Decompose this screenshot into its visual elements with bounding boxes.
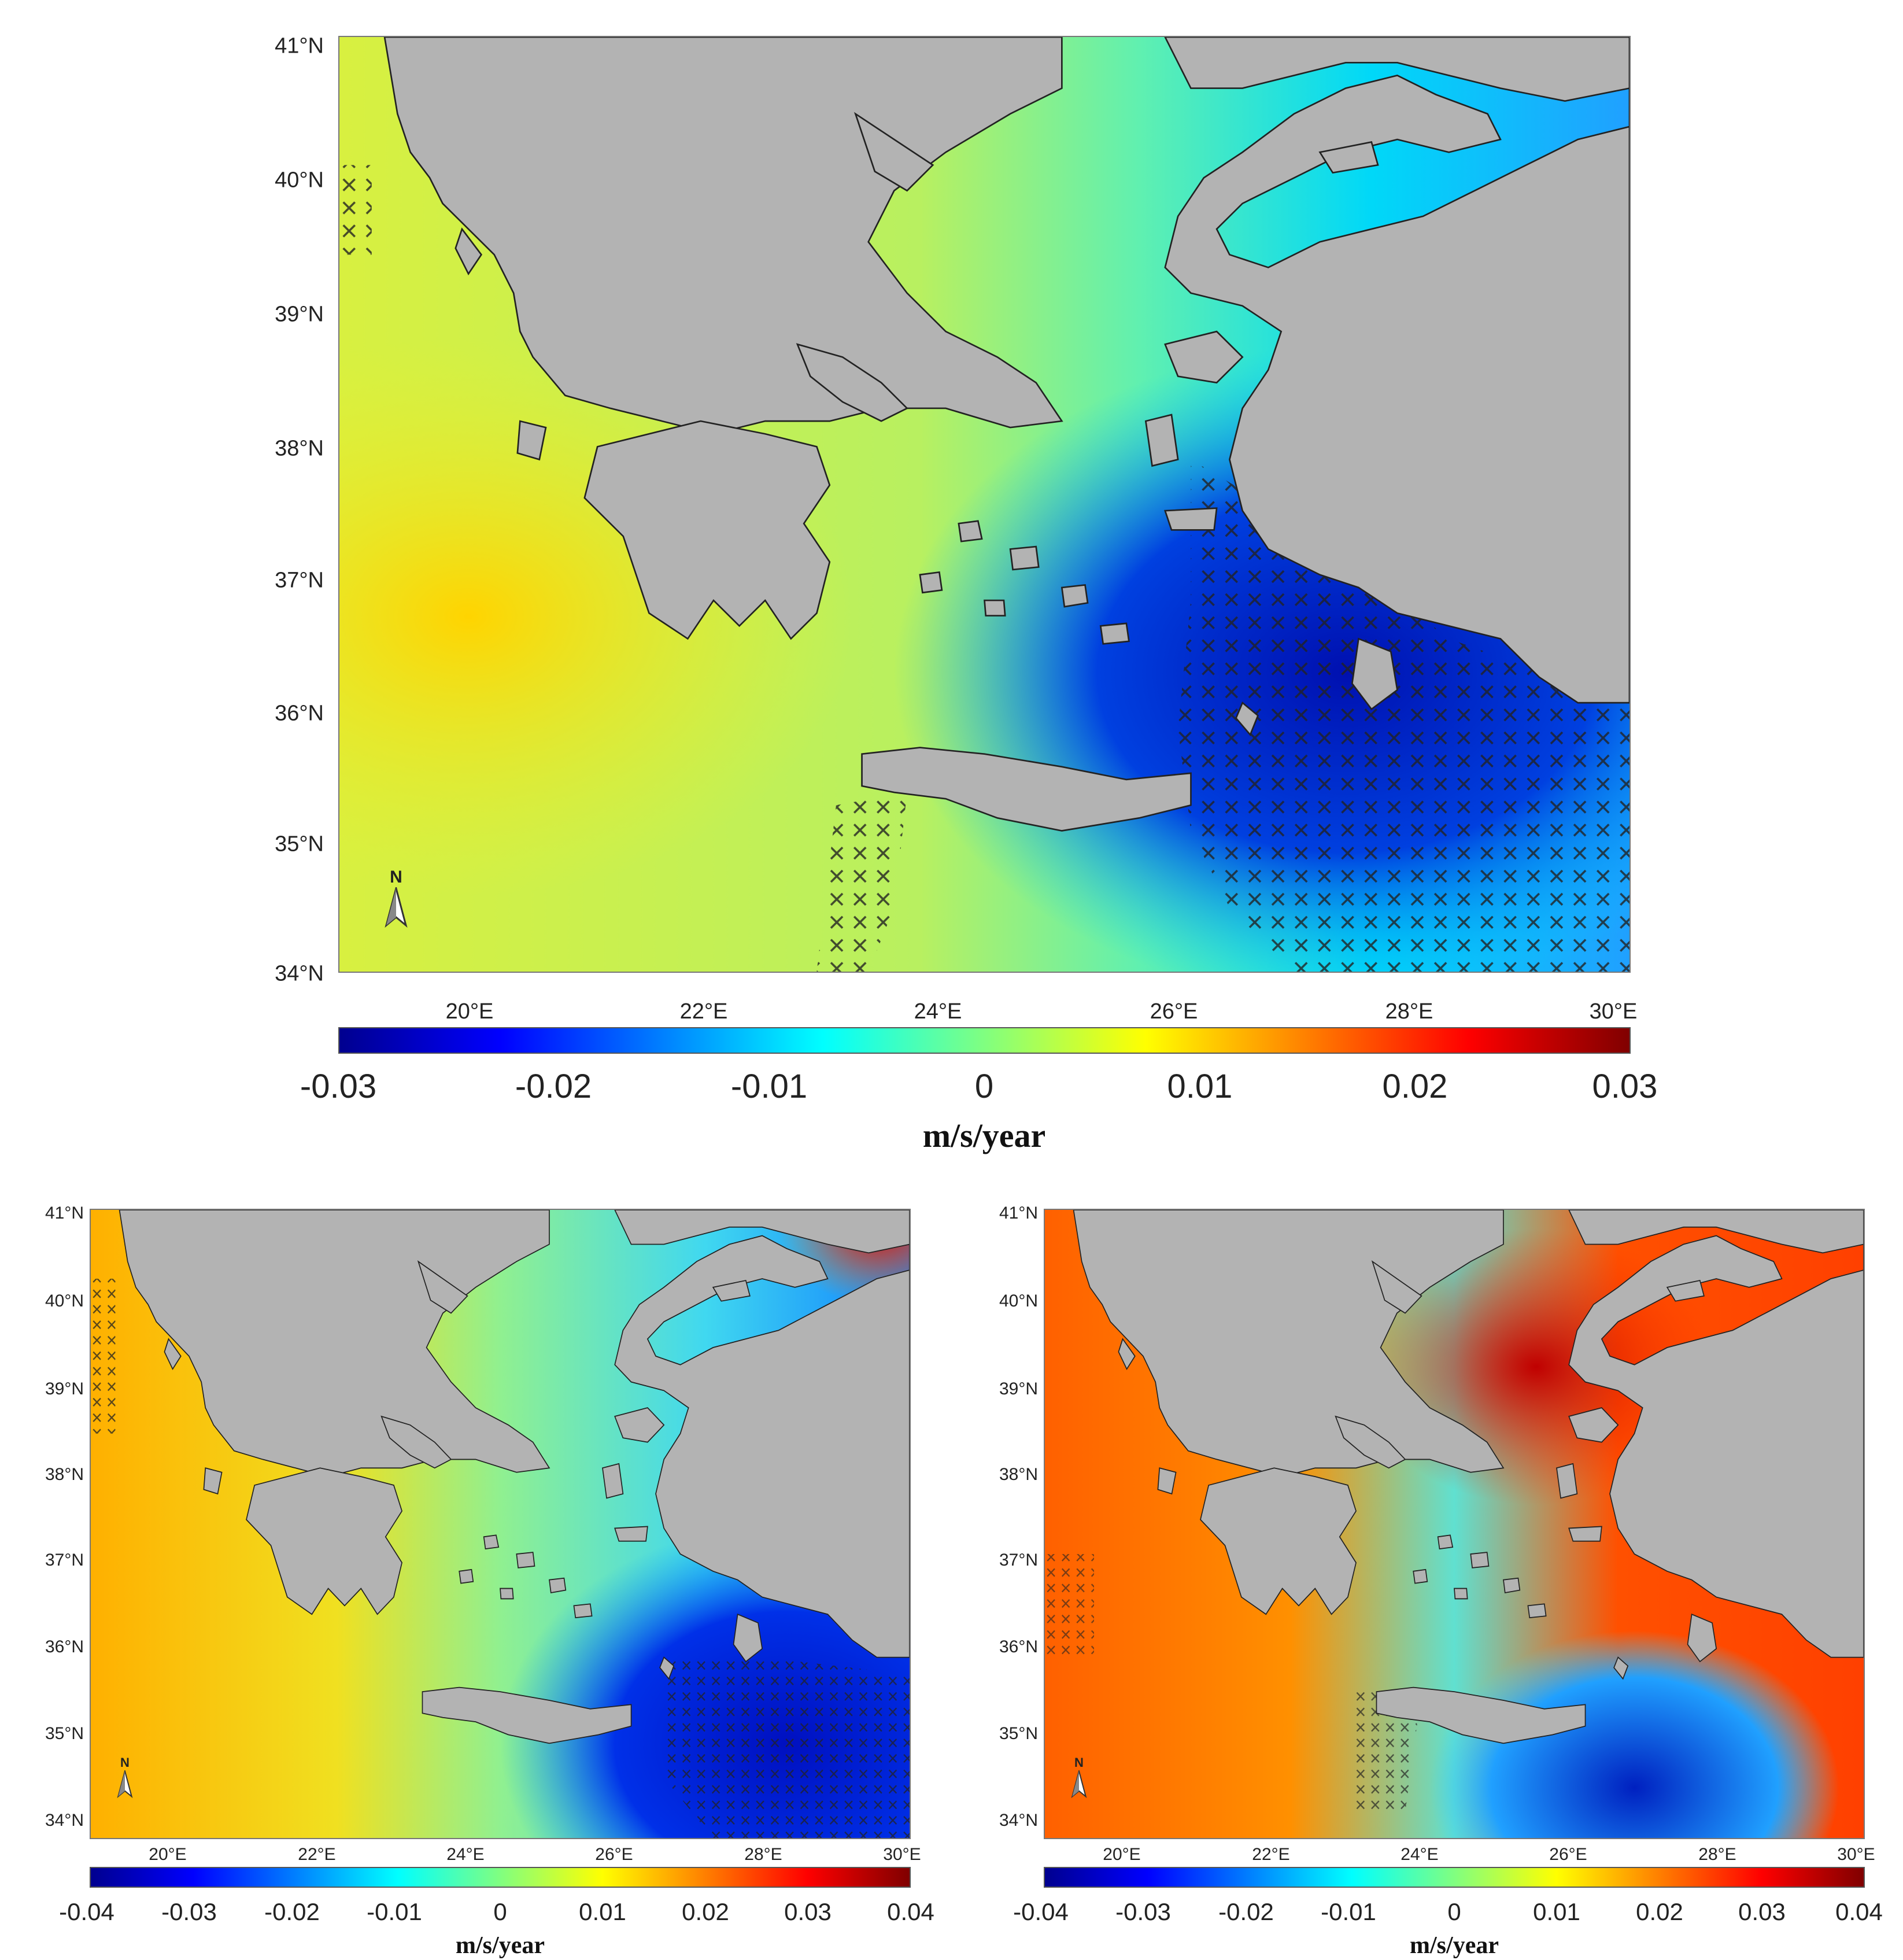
colorbar-tick-label: -0.04 bbox=[59, 1898, 114, 1925]
lat-label: 40°N bbox=[999, 1291, 1038, 1311]
colorbar-tick-label: 0 bbox=[1447, 1898, 1461, 1925]
map-canvas-bottom-left bbox=[91, 1210, 910, 1838]
lon-label: 28°E bbox=[1698, 1845, 1736, 1864]
colorbar-unit-top: m/s/year bbox=[922, 1117, 1046, 1154]
lat-label: 39°N bbox=[45, 1379, 84, 1398]
colorbar-tick-label: -0.02 bbox=[264, 1898, 320, 1925]
hatch-region-east bbox=[664, 1657, 910, 1838]
colorbar-tick-label: -0.04 bbox=[1013, 1898, 1069, 1925]
lon-label: 26°E bbox=[595, 1845, 633, 1864]
lat-label: 38°N bbox=[999, 1465, 1038, 1484]
hatch-region-west bbox=[1045, 1554, 1094, 1658]
lat-label: 38°N bbox=[275, 436, 324, 461]
colorbar-tick-label: -0.03 bbox=[161, 1898, 217, 1925]
colorbar-top bbox=[338, 1027, 1631, 1054]
lat-label: 37°N bbox=[45, 1551, 84, 1570]
colorbar-unit-bottom-right: m/s/year bbox=[1410, 1932, 1499, 1959]
colorbar-tick-label: 0.03 bbox=[784, 1898, 832, 1925]
map-canvas-bottom-right bbox=[1045, 1210, 1864, 1838]
lat-label: 35°N bbox=[275, 832, 324, 857]
hatch-region-east bbox=[1178, 459, 1629, 972]
lat-label: 35°N bbox=[999, 1724, 1038, 1743]
colorbar-tick-label: 0 bbox=[493, 1898, 507, 1925]
lon-label: 22°E bbox=[1252, 1845, 1290, 1864]
north-arrow-icon bbox=[385, 885, 408, 928]
colorbar-tick-label: 0.04 bbox=[887, 1898, 934, 1925]
lat-label: 39°N bbox=[999, 1379, 1038, 1398]
lon-label: 30°E bbox=[1837, 1845, 1875, 1864]
lon-label: 22°E bbox=[679, 999, 728, 1024]
colorbar-tick-label: 0.01 bbox=[1167, 1068, 1233, 1105]
lat-label: 36°N bbox=[275, 701, 324, 726]
lon-label: 30°E bbox=[1589, 999, 1638, 1024]
north-arrow-bottom-right: N bbox=[1069, 1755, 1089, 1801]
lat-label: 37°N bbox=[999, 1551, 1038, 1570]
map-frame-top bbox=[338, 36, 1631, 973]
colorbar-tick-label: 0.01 bbox=[579, 1898, 626, 1925]
colorbar-tick-label: 0.02 bbox=[682, 1898, 729, 1925]
colorbar-tick-label: -0.01 bbox=[1321, 1898, 1376, 1925]
colorbar-tick-label: 0.03 bbox=[1738, 1898, 1786, 1925]
lon-label: 24°E bbox=[914, 999, 962, 1024]
colorbar-tick-label: -0.03 bbox=[300, 1068, 377, 1105]
hatch-region-west bbox=[91, 1279, 116, 1434]
north-label: N bbox=[1074, 1755, 1084, 1770]
colorbar-tick-label: -0.02 bbox=[515, 1068, 592, 1105]
north-label: N bbox=[120, 1755, 130, 1770]
lat-label: 39°N bbox=[275, 302, 324, 327]
north-arrow-icon bbox=[1071, 1769, 1087, 1799]
colorbar-unit-bottom-left: m/s/year bbox=[456, 1932, 545, 1959]
lat-label: 41°N bbox=[999, 1204, 1038, 1223]
colorbar-tick-label: 0.01 bbox=[1533, 1898, 1580, 1925]
colorbar-tick-label: 0.04 bbox=[1835, 1898, 1883, 1925]
colorbar-tick-label: -0.01 bbox=[730, 1068, 808, 1105]
lat-label: 36°N bbox=[999, 1637, 1038, 1656]
north-arrow-icon bbox=[117, 1769, 133, 1799]
lat-label: 34°N bbox=[275, 961, 324, 986]
map-panel-bottom-right: 41°N 40°N 39°N 38°N 37°N 36°N 35°N 34°N … bbox=[948, 1186, 1903, 1960]
lat-label: 34°N bbox=[45, 1811, 84, 1830]
colorbar-bottom-right bbox=[1044, 1867, 1865, 1888]
map-canvas-top bbox=[339, 37, 1629, 972]
lon-label: 22°E bbox=[298, 1845, 336, 1864]
lat-label: 41°N bbox=[45, 1204, 84, 1223]
colorbar-tick-label: 0.03 bbox=[1592, 1068, 1658, 1105]
lat-label: 36°N bbox=[45, 1637, 84, 1656]
lon-label: 26°E bbox=[1150, 999, 1198, 1024]
lat-label: 35°N bbox=[45, 1724, 84, 1743]
colorbar-tick-label: -0.02 bbox=[1218, 1898, 1274, 1925]
colorbar-tick-label: -0.03 bbox=[1115, 1898, 1171, 1925]
lat-label: 41°N bbox=[275, 34, 324, 58]
map-frame-bottom-left bbox=[90, 1209, 911, 1839]
map-panel-bottom-left: 41°N 40°N 39°N 38°N 37°N 36°N 35°N 34°N … bbox=[0, 1186, 948, 1960]
lon-label: 30°E bbox=[883, 1845, 921, 1864]
hatch-region-crete-south bbox=[816, 792, 907, 972]
lat-label: 38°N bbox=[45, 1465, 84, 1484]
lon-label: 20°E bbox=[445, 999, 494, 1024]
lat-label: 40°N bbox=[275, 168, 324, 193]
colorbar-tick-label: -0.01 bbox=[367, 1898, 422, 1925]
map-frame-bottom-right bbox=[1044, 1209, 1865, 1839]
lon-label: 24°E bbox=[446, 1845, 485, 1864]
colorbar-bottom-left bbox=[90, 1867, 911, 1888]
lon-label: 20°E bbox=[149, 1845, 187, 1864]
lat-label: 40°N bbox=[45, 1291, 84, 1311]
hatch-region-west bbox=[339, 165, 372, 255]
north-arrow-top: N bbox=[382, 868, 411, 931]
colorbar-tick-label: 0.02 bbox=[1636, 1898, 1683, 1925]
north-arrow-bottom-left: N bbox=[114, 1755, 135, 1801]
north-label: N bbox=[390, 868, 402, 887]
lon-label: 24°E bbox=[1401, 1845, 1439, 1864]
colorbar-tick-label: 0.02 bbox=[1382, 1068, 1448, 1105]
hatch-region-crete bbox=[1356, 1692, 1422, 1813]
lon-label: 28°E bbox=[1385, 999, 1433, 1024]
lon-label: 26°E bbox=[1549, 1845, 1587, 1864]
map-panel-top: 41°N 40°N 39°N 38°N 37°N 36°N 35°N 34°N … bbox=[275, 34, 1658, 1155]
lon-label: 28°E bbox=[744, 1845, 782, 1864]
colorbar-tick-label: 0 bbox=[974, 1068, 994, 1105]
lat-label: 37°N bbox=[275, 568, 324, 593]
lat-label: 34°N bbox=[999, 1811, 1038, 1830]
lon-label: 20°E bbox=[1103, 1845, 1141, 1864]
